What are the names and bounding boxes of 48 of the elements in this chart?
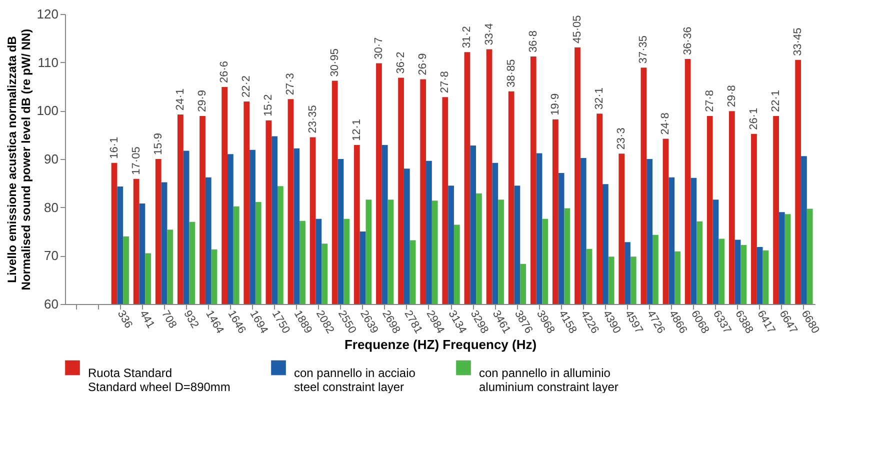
x-axis-title: Frequenze (HZ) Frequency (Hz) xyxy=(344,337,537,352)
y-tick-label: 60 xyxy=(44,296,58,312)
annotation: 33·45 xyxy=(792,28,804,56)
annotation: 23·35 xyxy=(306,105,319,134)
annotation: 15·2 xyxy=(262,94,275,116)
annotation: 31·2 xyxy=(461,26,474,48)
annotation: 27·8 xyxy=(439,71,452,94)
annotation: 22·2 xyxy=(240,75,253,98)
x-tick-label: 932 xyxy=(181,308,201,330)
y-tick-label: 90 xyxy=(44,152,58,166)
annotation: 38·85 xyxy=(505,59,518,88)
annotation: 15·9 xyxy=(152,132,164,155)
annotation: 37·35 xyxy=(638,36,650,64)
annotation: 30·95 xyxy=(328,48,341,77)
annotation: 45·05 xyxy=(572,15,584,44)
x-tick-label: 441 xyxy=(137,308,157,330)
y-tick-label: 110 xyxy=(38,54,58,70)
annotation: 24·1 xyxy=(174,88,186,111)
annotation: 16·1 xyxy=(108,136,120,159)
annotation: 32·1 xyxy=(594,88,606,110)
y-tick-label: 100 xyxy=(36,103,58,118)
annotation: 33·4 xyxy=(483,23,496,46)
annotation: 23·3 xyxy=(616,128,628,150)
annotation: 36·36 xyxy=(682,26,694,55)
annotation: 27·3 xyxy=(284,73,297,96)
y-tick-label: 70 xyxy=(44,248,58,264)
y-tick-label: 120 xyxy=(36,6,58,22)
legend-label: Ruota Standard Standard wheel D=890mm xyxy=(88,366,230,394)
annotation: 29·9 xyxy=(196,90,208,112)
x-tick-label: 708 xyxy=(159,308,179,330)
y-tick-label: 80 xyxy=(44,200,58,215)
y-axis-title: Livello emissione acustica normalizzata dB Normalised sound power level dB (re pW/ NN) xyxy=(4,28,33,290)
annotation: 17·05 xyxy=(130,146,142,175)
annotation: 19·9 xyxy=(549,93,562,116)
legend-label: con pannello in alluminio aluminium constraint layer xyxy=(479,366,618,394)
annotation: 29·8 xyxy=(726,85,738,108)
annotation: 26·6 xyxy=(218,60,231,83)
annotation: 22·1 xyxy=(770,90,782,112)
annotation: 27·8 xyxy=(704,90,716,112)
x-tick-label: 336 xyxy=(114,308,135,330)
annotation: 24·8 xyxy=(660,112,672,135)
annotation: 12·1 xyxy=(350,118,363,141)
annotation: 26·1 xyxy=(748,108,760,130)
annotation: 36·8 xyxy=(527,30,540,53)
annotation: 26·9 xyxy=(417,53,430,76)
legend-label: con pannello in acciaio steel constraint layer xyxy=(294,366,416,394)
annotation: 30·7 xyxy=(372,37,385,60)
annotation: 36·2 xyxy=(395,52,408,74)
